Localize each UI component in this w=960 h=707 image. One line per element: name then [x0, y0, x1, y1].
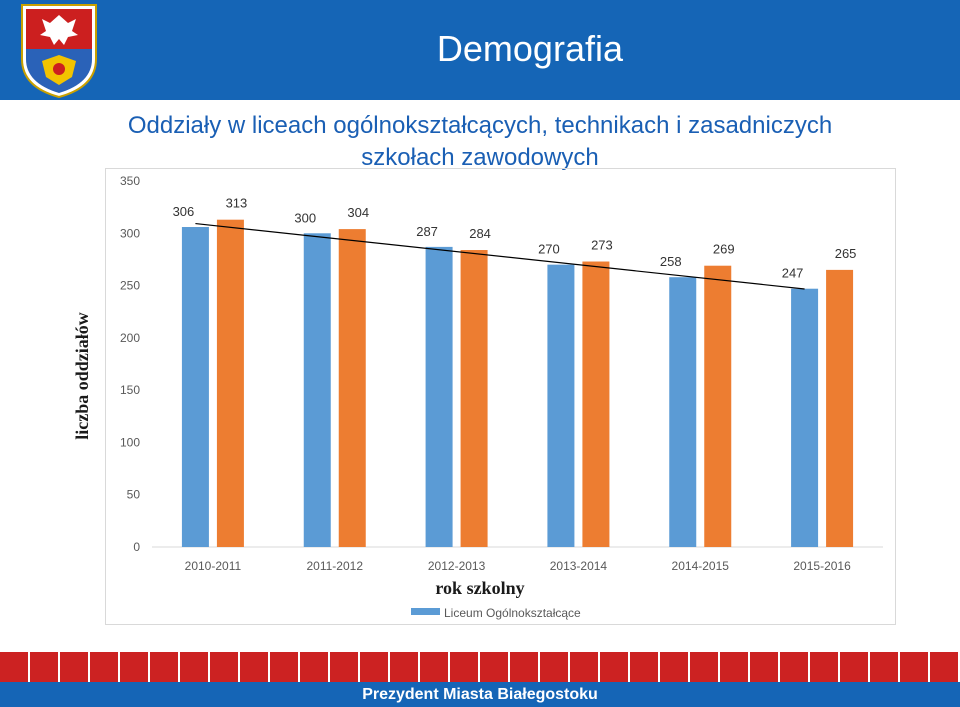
- chart-frame: [105, 168, 896, 625]
- bar: [181, 227, 209, 548]
- city-crest-logo: [21, 4, 97, 99]
- data-label: 258: [660, 254, 682, 269]
- slide-title: Oddziały w liceach ogólnokształcących, t…: [0, 110, 960, 174]
- header-title: Demografia: [436, 28, 623, 69]
- data-label: 247: [782, 266, 804, 281]
- y-tick-label: 300: [120, 226, 140, 240]
- data-label: 300: [294, 210, 316, 225]
- x-tick-label: 2015-2016: [793, 559, 851, 573]
- bar: [425, 246, 453, 547]
- data-label: 265: [835, 246, 857, 261]
- data-label: 284: [469, 226, 491, 241]
- slide-title-line-2: szkołach zawodowych: [361, 144, 599, 171]
- data-label: 270: [538, 242, 560, 257]
- y-tick-label: 350: [120, 174, 140, 188]
- y-tick-label: 100: [120, 435, 140, 449]
- x-tick-label: 2012-2013: [428, 559, 486, 573]
- bar: [826, 269, 854, 547]
- footer-stripe: [0, 652, 960, 682]
- y-tick-label: 150: [120, 383, 140, 397]
- bar: [791, 288, 819, 547]
- footer-bar: [0, 682, 960, 707]
- bar: [460, 250, 488, 547]
- data-label: 304: [347, 205, 369, 220]
- data-label: 306: [173, 204, 195, 219]
- bar: [338, 229, 366, 548]
- data-label: 273: [591, 238, 613, 253]
- bar: [582, 261, 610, 547]
- x-axis-title: rok szkolny: [435, 578, 524, 598]
- x-tick-label: 2013-2014: [550, 559, 608, 573]
- x-tick-label: 2010-2011: [185, 559, 242, 573]
- y-tick-label: 0: [133, 540, 140, 554]
- bar: [216, 219, 244, 548]
- data-label: 313: [226, 196, 248, 211]
- bar: [547, 264, 575, 547]
- data-label: 287: [416, 224, 438, 239]
- x-tick-label: 2011-2012: [307, 559, 364, 573]
- x-tick-label: 2014-2015: [672, 559, 730, 573]
- bar: [669, 277, 697, 547]
- trendline: [195, 222, 805, 290]
- y-tick-label: 50: [127, 488, 141, 502]
- y-axis-title: liczba oddziałów: [72, 312, 92, 440]
- y-tick-label: 200: [120, 331, 140, 345]
- legend-label: Liceum Ogólnokształcące: [444, 606, 581, 620]
- footer-text: Prezydent Miasta Białegostoku: [362, 686, 598, 703]
- legend-swatch: [411, 608, 440, 615]
- y-tick-label: 250: [120, 279, 140, 293]
- bar: [704, 265, 732, 547]
- bar: [303, 233, 331, 548]
- header-bar: [0, 0, 960, 100]
- data-label: 269: [713, 242, 735, 257]
- slide-title-line-1: Oddziały w liceach ogólnokształcących, t…: [127, 112, 833, 139]
